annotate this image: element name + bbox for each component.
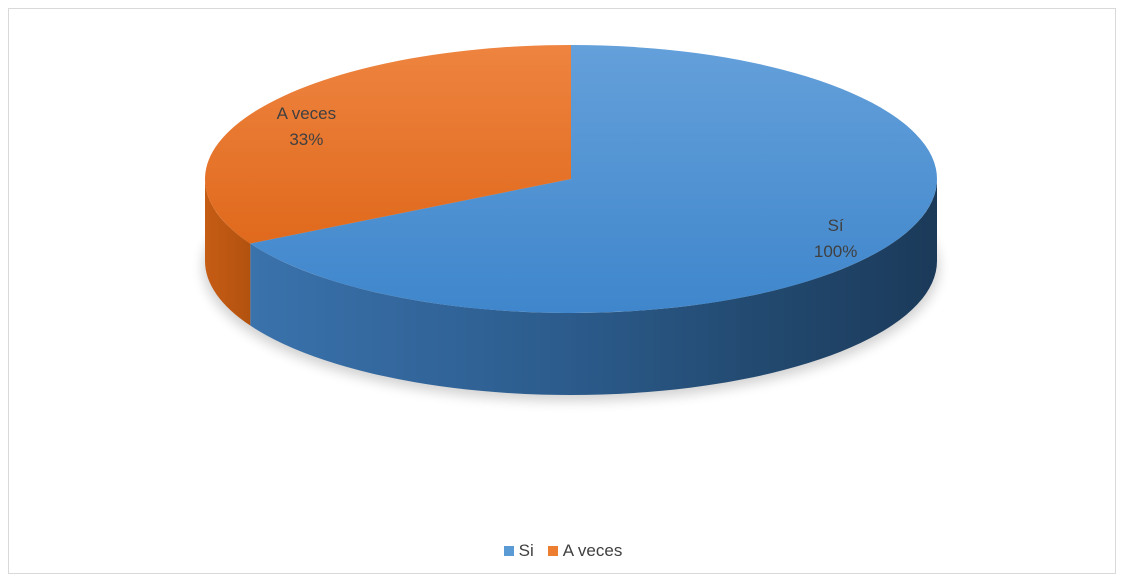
- slice-label-a-veces: A veces 33%: [277, 104, 337, 149]
- slice-label-si: Sí 100%: [814, 216, 857, 261]
- legend-label: Si: [518, 541, 534, 560]
- chart-frame: Sí 100% A veces 33% Si A veces: [8, 8, 1116, 574]
- legend-swatch: [547, 546, 558, 556]
- pie-root: Sí 100% A veces 33%: [203, 45, 939, 401]
- pie-side-si: [250, 179, 938, 396]
- legend-item: Si: [503, 541, 534, 561]
- pie-slice-si: [250, 45, 938, 313]
- legend-swatch: [503, 546, 514, 556]
- legend-item: A veces: [547, 541, 623, 561]
- pie-slice-a-veces: [205, 45, 572, 244]
- legend-label: A veces: [562, 541, 623, 560]
- pie-side-a-veces: [205, 179, 251, 326]
- legend: Si A veces: [9, 541, 1117, 561]
- pie-chart: Sí 100% A veces 33%: [203, 45, 939, 401]
